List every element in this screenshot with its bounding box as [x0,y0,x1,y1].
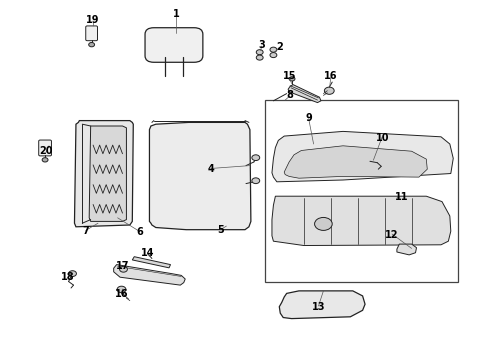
Polygon shape [288,85,321,103]
Text: 3: 3 [259,40,266,50]
Text: 6: 6 [136,227,143,237]
Text: 19: 19 [86,15,100,25]
Polygon shape [114,265,185,285]
Polygon shape [74,121,133,227]
Text: 16: 16 [324,71,338,81]
Circle shape [324,87,334,94]
Text: 9: 9 [305,113,312,123]
Circle shape [252,155,260,161]
FancyBboxPatch shape [86,26,98,41]
FancyBboxPatch shape [145,28,203,62]
Bar [265,100,458,282]
Text: 4: 4 [207,164,214,174]
Text: 7: 7 [82,226,89,236]
Polygon shape [272,196,451,246]
Text: 10: 10 [375,132,389,143]
Text: 11: 11 [395,192,409,202]
Polygon shape [279,291,365,319]
Circle shape [89,42,95,47]
Circle shape [117,286,126,293]
Polygon shape [89,126,126,221]
Circle shape [289,77,295,81]
Polygon shape [397,244,416,255]
Text: 16: 16 [115,289,128,300]
Text: 17: 17 [116,261,129,271]
FancyBboxPatch shape [39,140,51,156]
Text: 8: 8 [286,90,293,100]
Text: 18: 18 [61,272,74,282]
Text: 15: 15 [283,71,296,81]
Text: 12: 12 [385,230,399,240]
Circle shape [69,271,76,276]
Polygon shape [272,131,453,182]
Circle shape [270,47,277,52]
Circle shape [252,178,260,184]
Text: 2: 2 [276,42,283,52]
Polygon shape [284,146,427,178]
Circle shape [256,55,263,60]
Circle shape [256,50,263,55]
Circle shape [270,53,277,58]
Text: 14: 14 [141,248,155,258]
Circle shape [315,217,332,230]
Text: 1: 1 [173,9,180,19]
Circle shape [120,266,127,272]
Polygon shape [149,122,251,230]
Text: 5: 5 [217,225,224,235]
Circle shape [42,158,48,162]
Text: 13: 13 [312,302,325,312]
Text: 20: 20 [39,146,53,156]
Polygon shape [132,257,171,268]
